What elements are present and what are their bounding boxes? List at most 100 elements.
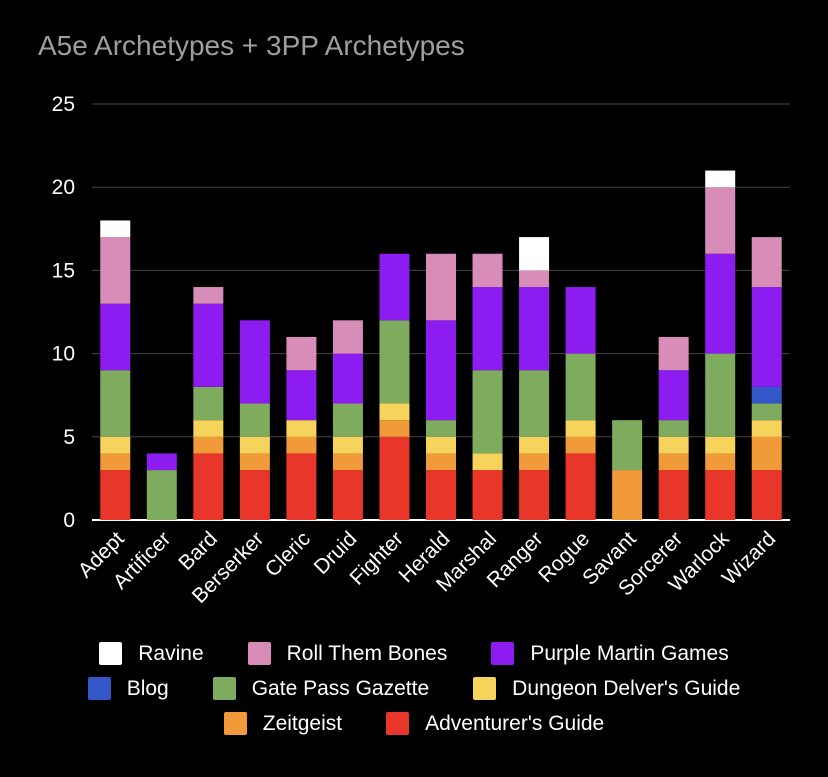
bar-segment: [519, 453, 550, 471]
legend-swatch: [223, 712, 247, 735]
bar-segment: [286, 453, 317, 520]
legend-swatch: [491, 642, 515, 665]
bar-segment: [705, 453, 736, 471]
legend-swatch: [247, 642, 271, 665]
bar-segment: [565, 453, 596, 520]
bar-segment: [519, 436, 550, 454]
bar-segment: [705, 470, 736, 520]
bar-segment: [239, 320, 270, 404]
bar-segment: [519, 287, 550, 371]
bar-segment: [379, 436, 410, 520]
bar-segment: [239, 436, 270, 454]
legend-label: Blog: [126, 676, 169, 700]
bar-segment: [332, 353, 363, 404]
bar-segment: [426, 470, 456, 520]
bar-segment: [519, 237, 550, 271]
y-tick-label: 0: [63, 509, 75, 532]
bar-segment: [426, 253, 456, 321]
bar-segment: [705, 436, 736, 454]
bar-segment: [751, 403, 782, 421]
bar-segment: [379, 403, 410, 421]
legend-item[interactable]: Zeitgeist: [223, 712, 342, 736]
bar-segment: [100, 370, 131, 437]
bar-segment: [705, 253, 736, 354]
legend-item[interactable]: Adventurer's Guide: [386, 712, 604, 736]
bar-segment: [705, 170, 736, 188]
bar-segment: [193, 420, 224, 437]
y-tick-label: 10: [52, 343, 75, 366]
bar-segment: [332, 470, 363, 520]
legend-label: Adventurer's Guide: [425, 711, 605, 735]
bar-segment: [751, 470, 782, 520]
y-tick-label: 20: [52, 176, 75, 199]
bar-segment: [751, 237, 782, 288]
bar-segment: [286, 436, 317, 454]
y-tick-label: 15: [52, 259, 75, 282]
x-tick-label: Wizard: [718, 527, 780, 589]
legend-label: Ravine: [138, 641, 204, 665]
bar-segment: [332, 403, 363, 437]
legend-item[interactable]: Ravine: [99, 641, 204, 666]
bar-segment: [565, 420, 596, 437]
bar-segment: [658, 453, 689, 471]
y-tick-label: 25: [52, 93, 75, 116]
bar-segment: [705, 187, 736, 254]
bar-segment: [379, 320, 410, 404]
bar-segment: [193, 287, 224, 304]
x-tick-label: Cleric: [261, 527, 315, 581]
bar-segment: [519, 270, 550, 288]
bar-segment: [472, 470, 503, 520]
x-tick-label: Fighter: [346, 527, 408, 589]
bar-segment: [565, 436, 596, 454]
legend-item[interactable]: Gate Pass Gazette: [212, 677, 429, 701]
bar-segment: [426, 320, 456, 421]
legend-label: Purple Martin Games: [530, 641, 729, 665]
bar-segment: [565, 287, 596, 354]
bar-segment: [286, 336, 317, 371]
bar-segment: [426, 436, 456, 454]
legend-item[interactable]: Dungeon Delver's Guide: [473, 677, 740, 701]
bar-segment: [519, 370, 550, 437]
plot-area: 0510152025AdeptArtificerBardBerserkerCle…: [52, 93, 790, 608]
bar-segment: [193, 436, 224, 454]
bar-segment: [705, 353, 736, 437]
bar-segment: [100, 470, 131, 520]
bar-segment: [658, 420, 689, 437]
bar-segment: [658, 436, 689, 454]
bar-segment: [565, 353, 596, 421]
bar-segment: [519, 470, 550, 520]
legend-row: Zeitgeist Adventurer's Guide: [0, 706, 828, 741]
bar-segment: [100, 220, 131, 238]
bar-segment: [332, 320, 363, 354]
legend-item[interactable]: Blog: [87, 676, 169, 701]
legend-item[interactable]: Roll Them Bones: [247, 641, 448, 666]
bar-segment: [658, 370, 689, 421]
bar-segment: [193, 386, 224, 421]
bar-segment: [658, 470, 689, 520]
legend-item[interactable]: Purple Martin Games: [491, 641, 729, 666]
bar-segment: [426, 420, 456, 437]
bar-segment: [239, 403, 270, 437]
bar-segment: [239, 470, 270, 520]
bar-segment: [751, 420, 782, 437]
bar-segment: [100, 453, 131, 471]
bar-segment: [239, 453, 270, 471]
bar-segment: [146, 470, 177, 520]
legend-label: Dungeon Delver's Guide: [512, 676, 741, 700]
bar-segment: [751, 386, 782, 404]
bar-segment: [472, 287, 503, 371]
bar-segment: [193, 303, 224, 387]
bar-segment: [100, 303, 131, 371]
legend-row: Ravine Roll Them Bones Purple Martin Games: [0, 636, 828, 671]
bar-segment: [100, 237, 131, 304]
bar-segment: [658, 336, 689, 371]
legend-swatch: [99, 642, 123, 665]
legend-label: Roll Them Bones: [286, 641, 448, 665]
bar-segment: [472, 453, 503, 471]
bar-segment: [286, 370, 317, 421]
legend-swatch: [386, 712, 410, 735]
bar-segment: [751, 287, 782, 387]
bar-segment: [193, 453, 224, 520]
y-tick-label: 5: [63, 426, 75, 449]
bar-segment: [379, 420, 410, 437]
